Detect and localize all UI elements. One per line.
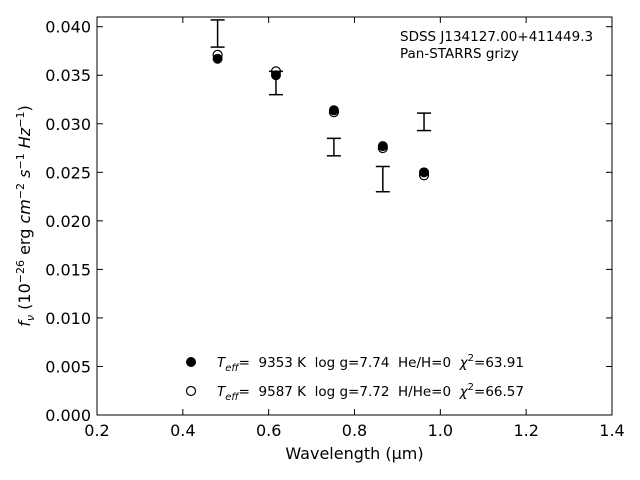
- model-point-filled: [212, 53, 223, 64]
- model-point-filled: [270, 70, 281, 81]
- legend-marker-filled: [186, 357, 196, 367]
- legend-entry-2: Teff= 9587 K log g=7.72 H/He=0 χ2=66.57: [217, 382, 524, 403]
- model-point-open: [377, 142, 388, 154]
- y-tick-label: 0.020: [45, 212, 91, 231]
- x-tick-label: 1.2: [513, 421, 538, 440]
- x-tick-label: 1.4: [599, 421, 624, 440]
- legend-entry-1: Teff= 9353 K log g=7.74 He/H=0 χ2=63.91: [217, 353, 524, 374]
- model-point-open: [418, 170, 430, 181]
- y-tick-label: 0.040: [45, 18, 91, 37]
- legend: Teff= 9353 K log g=7.74 He/H=0 χ2=63.91 …: [185, 353, 524, 403]
- y-tick-label: 0.015: [45, 260, 91, 279]
- annotation-object-name: SDSS J134127.00+411449.3: [400, 29, 593, 45]
- model-point-open: [270, 66, 282, 77]
- x-tick-label: 0.2: [84, 421, 109, 440]
- model-point-open: [328, 107, 339, 118]
- axis-ticks: 0.2 0.4 0.6 0.8 1.0 1.2 1.4 0.000 0.005 0.010 0.01…: [45, 17, 625, 440]
- y-tick-label: 0.035: [45, 66, 91, 85]
- legend-marker-open: [185, 385, 197, 397]
- y-tick-label: 0.025: [45, 163, 91, 182]
- y-tick-label: 0.030: [45, 115, 91, 134]
- x-tick-label: 1.0: [428, 421, 453, 440]
- y-tick-label: 0.000: [45, 406, 91, 425]
- y-axis-label: fν (10−26 erg cm−2 s−1 Hz−1): [14, 105, 37, 326]
- x-axis-label: Wavelength (μm): [285, 444, 423, 463]
- y-tick-label: 0.005: [45, 357, 91, 376]
- data-marks: [210, 19, 432, 193]
- x-tick-label: 0.6: [256, 421, 281, 440]
- x-tick-label: 0.4: [170, 421, 195, 440]
- model-point-open: [212, 49, 223, 60]
- x-tick-label: 0.8: [342, 421, 367, 440]
- model-point-filled: [419, 167, 430, 178]
- plot-frame: [96, 16, 613, 416]
- annotation-survey: Pan-STARRS grizy: [400, 46, 519, 62]
- y-tick-label: 0.010: [45, 309, 91, 328]
